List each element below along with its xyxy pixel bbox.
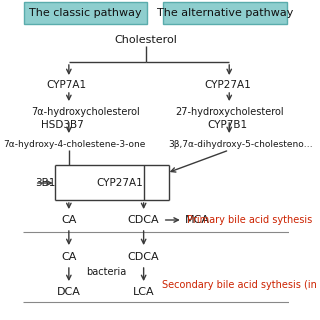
Text: Cholesterol: Cholesterol <box>115 35 178 45</box>
Text: 3B1: 3B1 <box>35 178 55 188</box>
Text: CDCA: CDCA <box>128 252 159 262</box>
Text: CYP7B1: CYP7B1 <box>208 120 248 130</box>
Text: CYP27A1: CYP27A1 <box>96 178 143 188</box>
Text: CA: CA <box>61 215 76 225</box>
Text: MCA: MCA <box>185 215 210 225</box>
Text: 27-hydroxycholesterol: 27-hydroxycholesterol <box>175 107 284 117</box>
FancyBboxPatch shape <box>163 2 287 24</box>
Text: bacteria: bacteria <box>86 267 126 277</box>
Text: Secondary bile acid sythesis (in: Secondary bile acid sythesis (in <box>162 280 316 290</box>
Text: 7α-hydroxy-4-cholestene-3-one: 7α-hydroxy-4-cholestene-3-one <box>4 140 146 148</box>
Text: CDCA: CDCA <box>128 215 159 225</box>
Text: 3β,7α-dihydroxy-5-cholesteno…: 3β,7α-dihydroxy-5-cholesteno… <box>169 140 313 148</box>
Text: CA: CA <box>61 252 76 262</box>
Text: DCA: DCA <box>57 287 81 297</box>
Text: The classic pathway: The classic pathway <box>29 8 142 18</box>
FancyBboxPatch shape <box>24 2 147 24</box>
Text: CYP7A1: CYP7A1 <box>46 80 86 90</box>
Text: HSD3B7: HSD3B7 <box>41 120 84 130</box>
Text: 7α-hydroxycholesterol: 7α-hydroxycholesterol <box>31 107 140 117</box>
Text: Primary bile acid sythesis: Primary bile acid sythesis <box>187 215 312 225</box>
Text: CYP27A1: CYP27A1 <box>204 80 251 90</box>
Text: LCA: LCA <box>133 287 155 297</box>
Text: The alternative pathway: The alternative pathway <box>157 8 293 18</box>
